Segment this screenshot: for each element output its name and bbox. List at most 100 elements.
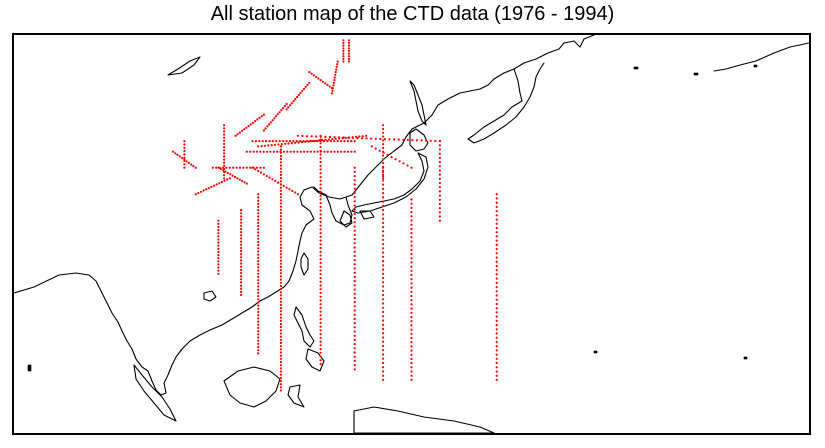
station-point	[319, 179, 322, 182]
station-point	[289, 104, 292, 107]
station-point	[333, 150, 336, 153]
station-point	[438, 219, 441, 222]
station-point	[429, 139, 432, 142]
station-point	[231, 174, 234, 177]
station-point	[228, 166, 231, 169]
station-point	[410, 357, 413, 361]
station-point	[292, 150, 296, 153]
station-point	[495, 201, 498, 204]
station-point	[358, 135, 361, 138]
station-point	[353, 221, 356, 224]
station-point	[319, 295, 322, 298]
station-point	[316, 140, 319, 143]
station-point	[319, 183, 322, 186]
station-point	[279, 278, 282, 281]
station-point	[240, 253, 243, 256]
station-point	[263, 144, 266, 147]
station-point	[319, 246, 322, 250]
station-point	[334, 137, 337, 140]
station-point	[279, 322, 282, 326]
station-point	[410, 198, 413, 201]
station-point	[336, 140, 339, 143]
station-point	[410, 378, 413, 381]
station-point	[353, 179, 356, 182]
station-point	[257, 244, 260, 247]
station-point	[264, 127, 267, 130]
station-point	[279, 272, 282, 275]
station-point	[382, 187, 385, 190]
station-point	[223, 155, 226, 158]
station-point	[353, 259, 356, 262]
station-point	[235, 166, 238, 169]
station-point	[438, 140, 441, 143]
station-point	[410, 282, 413, 285]
station-point	[410, 227, 413, 230]
station-point	[183, 143, 186, 146]
station-point	[382, 200, 385, 203]
station-point	[438, 177, 441, 180]
station-point	[382, 306, 385, 309]
station-point	[438, 169, 441, 172]
station-point	[438, 190, 441, 193]
station-point	[215, 183, 218, 186]
station-point	[243, 128, 246, 131]
station-point	[279, 205, 282, 208]
station-point	[240, 243, 243, 246]
station-point	[313, 150, 316, 153]
station-point	[382, 196, 385, 199]
station-point	[370, 145, 373, 148]
station-point	[297, 141, 300, 144]
station-point	[319, 348, 322, 351]
station-point	[271, 178, 274, 181]
station-point	[302, 140, 305, 143]
station-point	[331, 89, 334, 92]
map-canvas	[14, 35, 809, 433]
station-point	[495, 298, 498, 301]
station-point	[327, 138, 331, 141]
station-point	[240, 224, 243, 227]
station-point	[334, 73, 337, 76]
station-point	[183, 146, 186, 149]
station-point	[438, 152, 441, 155]
station-point	[495, 197, 498, 200]
station-point	[279, 164, 282, 167]
station-point	[343, 150, 346, 153]
sulawesi-coastline	[287, 384, 305, 408]
station-point	[410, 374, 413, 377]
station-point	[347, 41, 351, 45]
station-point	[326, 140, 329, 143]
station-point	[331, 138, 334, 141]
station-point	[495, 281, 498, 284]
station-point	[287, 142, 290, 145]
station-point	[315, 135, 318, 138]
station-point	[365, 137, 368, 140]
kyushu-coastline	[339, 210, 353, 228]
station-point	[257, 253, 260, 256]
station-point	[353, 309, 356, 312]
station-point	[285, 140, 288, 143]
station-point	[347, 57, 351, 60]
station-point	[438, 156, 441, 159]
station-point	[495, 277, 498, 280]
station-point	[258, 116, 261, 119]
station-point	[217, 266, 220, 269]
station-point	[257, 326, 260, 329]
station-point	[279, 199, 282, 202]
station-point	[438, 207, 441, 210]
station-point	[410, 370, 413, 373]
hokkaido-coastline	[409, 128, 429, 152]
station-point	[279, 288, 282, 291]
station-point	[301, 89, 304, 92]
station-point	[240, 209, 243, 212]
station-point	[353, 250, 356, 253]
station-point	[332, 84, 335, 87]
station-point	[346, 150, 350, 153]
station-point	[178, 155, 181, 158]
station-point	[257, 250, 260, 253]
station-point	[319, 213, 322, 216]
station-point	[171, 150, 175, 153]
island	[593, 350, 598, 354]
station-point	[257, 333, 260, 336]
station-point	[310, 72, 313, 75]
station-point	[257, 275, 260, 279]
